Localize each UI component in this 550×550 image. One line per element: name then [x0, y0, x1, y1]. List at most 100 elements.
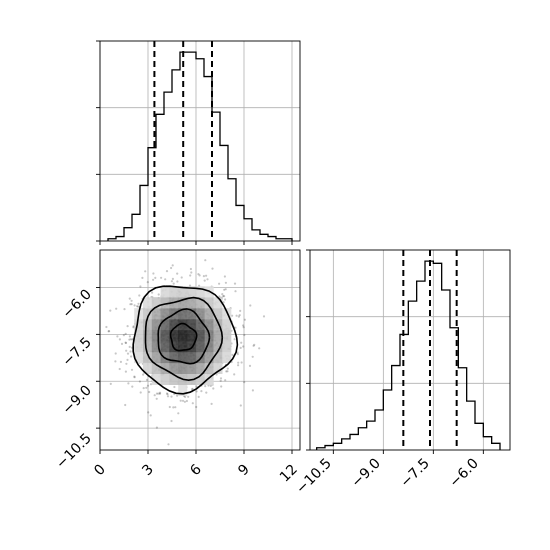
bottom-left-x-ticklabels: 0 3 6 9 12	[91, 461, 301, 485]
scatter-point	[185, 399, 188, 403]
scatter-point	[236, 353, 239, 356]
density-cell	[134, 351, 144, 364]
density-cell	[169, 286, 179, 298]
scatter-point	[165, 270, 169, 273]
bl-ytick-neg6: −6.0	[59, 287, 94, 322]
scatter-point	[222, 295, 225, 298]
density-cell	[204, 297, 214, 309]
scatter-point	[158, 391, 162, 394]
scatter-point	[237, 364, 240, 367]
scatter-point	[130, 368, 134, 371]
scatter-point	[233, 373, 236, 376]
density-cell	[151, 340, 161, 353]
density-cell	[204, 373, 214, 385]
scatter-point	[149, 383, 153, 386]
density-cell	[178, 351, 188, 364]
density-cell	[160, 297, 170, 309]
scatter-point	[231, 353, 234, 356]
density-contour	[132, 285, 239, 395]
scatter-point	[129, 338, 132, 341]
scatter-point	[132, 325, 135, 328]
scatter-point	[141, 276, 144, 279]
scatter-point	[237, 315, 240, 318]
top-left-frame	[99, 40, 301, 242]
scatter-point	[198, 274, 201, 277]
scatter-point	[170, 419, 173, 423]
density-cell	[195, 340, 205, 353]
joint-frame	[99, 249, 301, 451]
scatter-point	[234, 326, 237, 329]
density-cell	[213, 362, 223, 374]
density-cell	[187, 308, 197, 320]
scatter-point	[107, 330, 110, 333]
scatter-point	[147, 411, 150, 414]
density-cell	[169, 362, 179, 374]
density-cell	[143, 362, 153, 374]
density-cell	[187, 297, 197, 309]
scatter-point	[221, 293, 224, 296]
scatter-point	[164, 278, 167, 281]
scatter-point	[218, 295, 221, 298]
bl-xtick-9: 9	[235, 462, 253, 480]
scatter-point	[170, 395, 173, 398]
density-cell	[143, 308, 153, 320]
scatter-point	[176, 394, 179, 397]
scatter-point	[258, 347, 261, 350]
density-cell	[195, 373, 205, 385]
scatter-point	[120, 342, 124, 345]
scatter-point	[146, 384, 150, 387]
br-xtick-neg10-5: −10.5	[293, 456, 335, 498]
scatter-point	[176, 272, 179, 275]
scatter-point	[170, 266, 173, 270]
density-contour	[144, 296, 224, 382]
scatter-point	[133, 304, 136, 307]
density-cell	[178, 340, 188, 353]
scatter-point	[146, 281, 149, 284]
scatter-point	[202, 275, 205, 278]
scatter-point	[133, 376, 136, 379]
scatter-point	[168, 405, 171, 409]
bl-ytick-neg7-5: −7.5	[59, 335, 94, 370]
density-cell	[178, 297, 188, 309]
scatter-point	[116, 335, 119, 338]
x-quantile-lines	[153, 41, 213, 241]
density-cell	[151, 308, 161, 320]
scatter-point	[234, 290, 237, 293]
scatter-point	[126, 325, 129, 328]
scatter-point	[127, 382, 130, 385]
scatter-point	[198, 284, 201, 287]
bl-xtick-6: 6	[187, 461, 205, 479]
br-xtick-neg6: −6.0	[446, 456, 481, 491]
scatter-point	[139, 285, 142, 288]
density-cell	[213, 297, 223, 309]
scatter-point	[225, 370, 228, 373]
scatter-point	[177, 412, 180, 415]
scatter-point	[251, 389, 254, 392]
density-cell	[195, 308, 205, 320]
density-cell	[160, 340, 170, 353]
scatter-point	[242, 326, 245, 329]
scatter-point	[179, 399, 182, 402]
density-cell	[213, 351, 223, 364]
density-cell	[204, 362, 214, 374]
density-cell	[160, 286, 170, 298]
density-cell	[151, 351, 161, 364]
scatter-point	[152, 278, 155, 281]
scatter-point	[128, 335, 131, 338]
density-cell	[213, 330, 223, 342]
scatter-point	[131, 385, 134, 388]
scatter-point	[108, 330, 111, 333]
density-cell	[143, 319, 153, 331]
density-cell	[222, 340, 232, 353]
scatter-point	[119, 360, 122, 363]
scatter-point	[251, 355, 254, 358]
scatter-point	[223, 275, 226, 278]
scatter-point	[262, 315, 266, 318]
scatter-point	[124, 341, 127, 344]
scatter-point	[138, 380, 141, 383]
bottom-right-x-ticklabels: −10.5 −9.0 −7.5 −6.0	[293, 456, 482, 498]
density-cell	[143, 330, 153, 342]
scatter-point	[210, 402, 213, 405]
scatter-point	[142, 373, 145, 376]
scatter-point	[252, 344, 255, 347]
